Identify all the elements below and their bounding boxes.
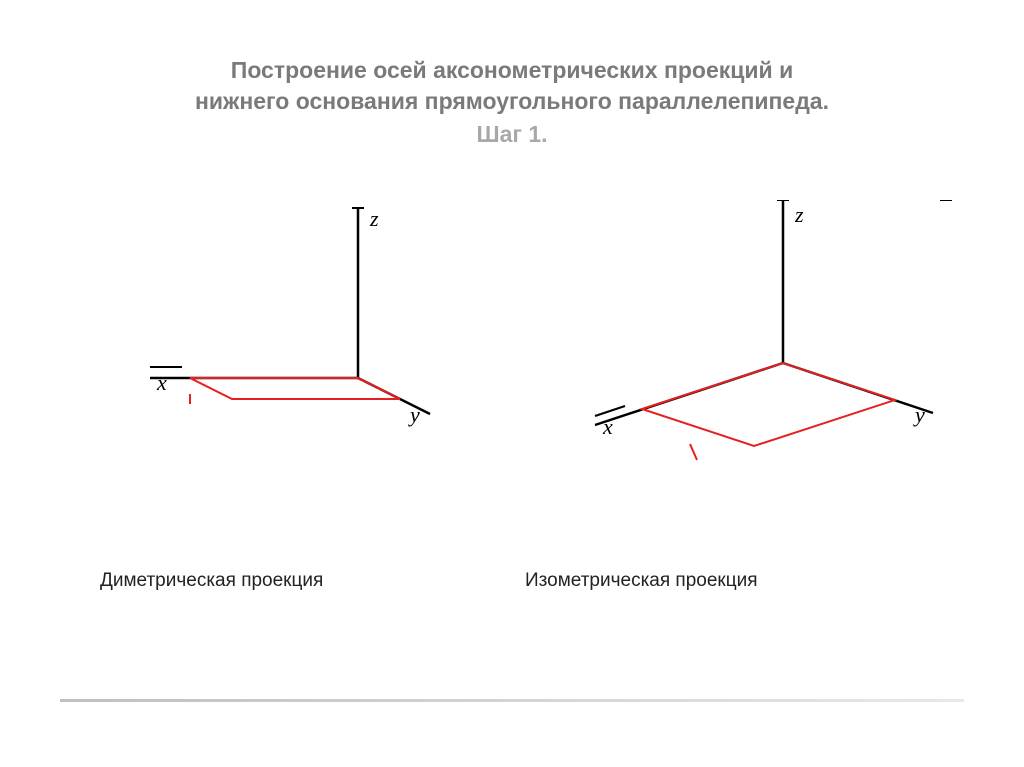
x-label: x bbox=[156, 370, 167, 395]
x-label: x bbox=[602, 414, 613, 439]
diagrams-container: z x y z x y bbox=[0, 200, 1024, 540]
dimetric-diagram: z x y bbox=[140, 200, 460, 455]
base-parallelogram bbox=[190, 378, 400, 399]
title-line2: нижнего основания прямоугольного паралле… bbox=[50, 86, 974, 117]
title-step: Шаг 1. bbox=[50, 121, 974, 148]
base-parallelogram bbox=[642, 363, 895, 446]
isometric-diagram: z x y bbox=[560, 200, 960, 485]
z-label: z bbox=[369, 206, 379, 231]
y-label: y bbox=[913, 402, 925, 427]
red-tick bbox=[690, 444, 697, 460]
title-line1: Построение осей аксонометрических проекц… bbox=[50, 55, 974, 86]
caption-isometric: Изометрическая проекция bbox=[525, 570, 758, 592]
y-label: y bbox=[408, 402, 420, 427]
footer-divider bbox=[60, 699, 964, 702]
title-block: Построение осей аксонометрических проекц… bbox=[0, 0, 1024, 148]
isometric-svg: z x y bbox=[560, 200, 960, 480]
z-label: z bbox=[794, 202, 804, 227]
caption-dimetric: Диметрическая проекция bbox=[100, 570, 323, 592]
dimetric-svg: z x y bbox=[140, 200, 460, 450]
